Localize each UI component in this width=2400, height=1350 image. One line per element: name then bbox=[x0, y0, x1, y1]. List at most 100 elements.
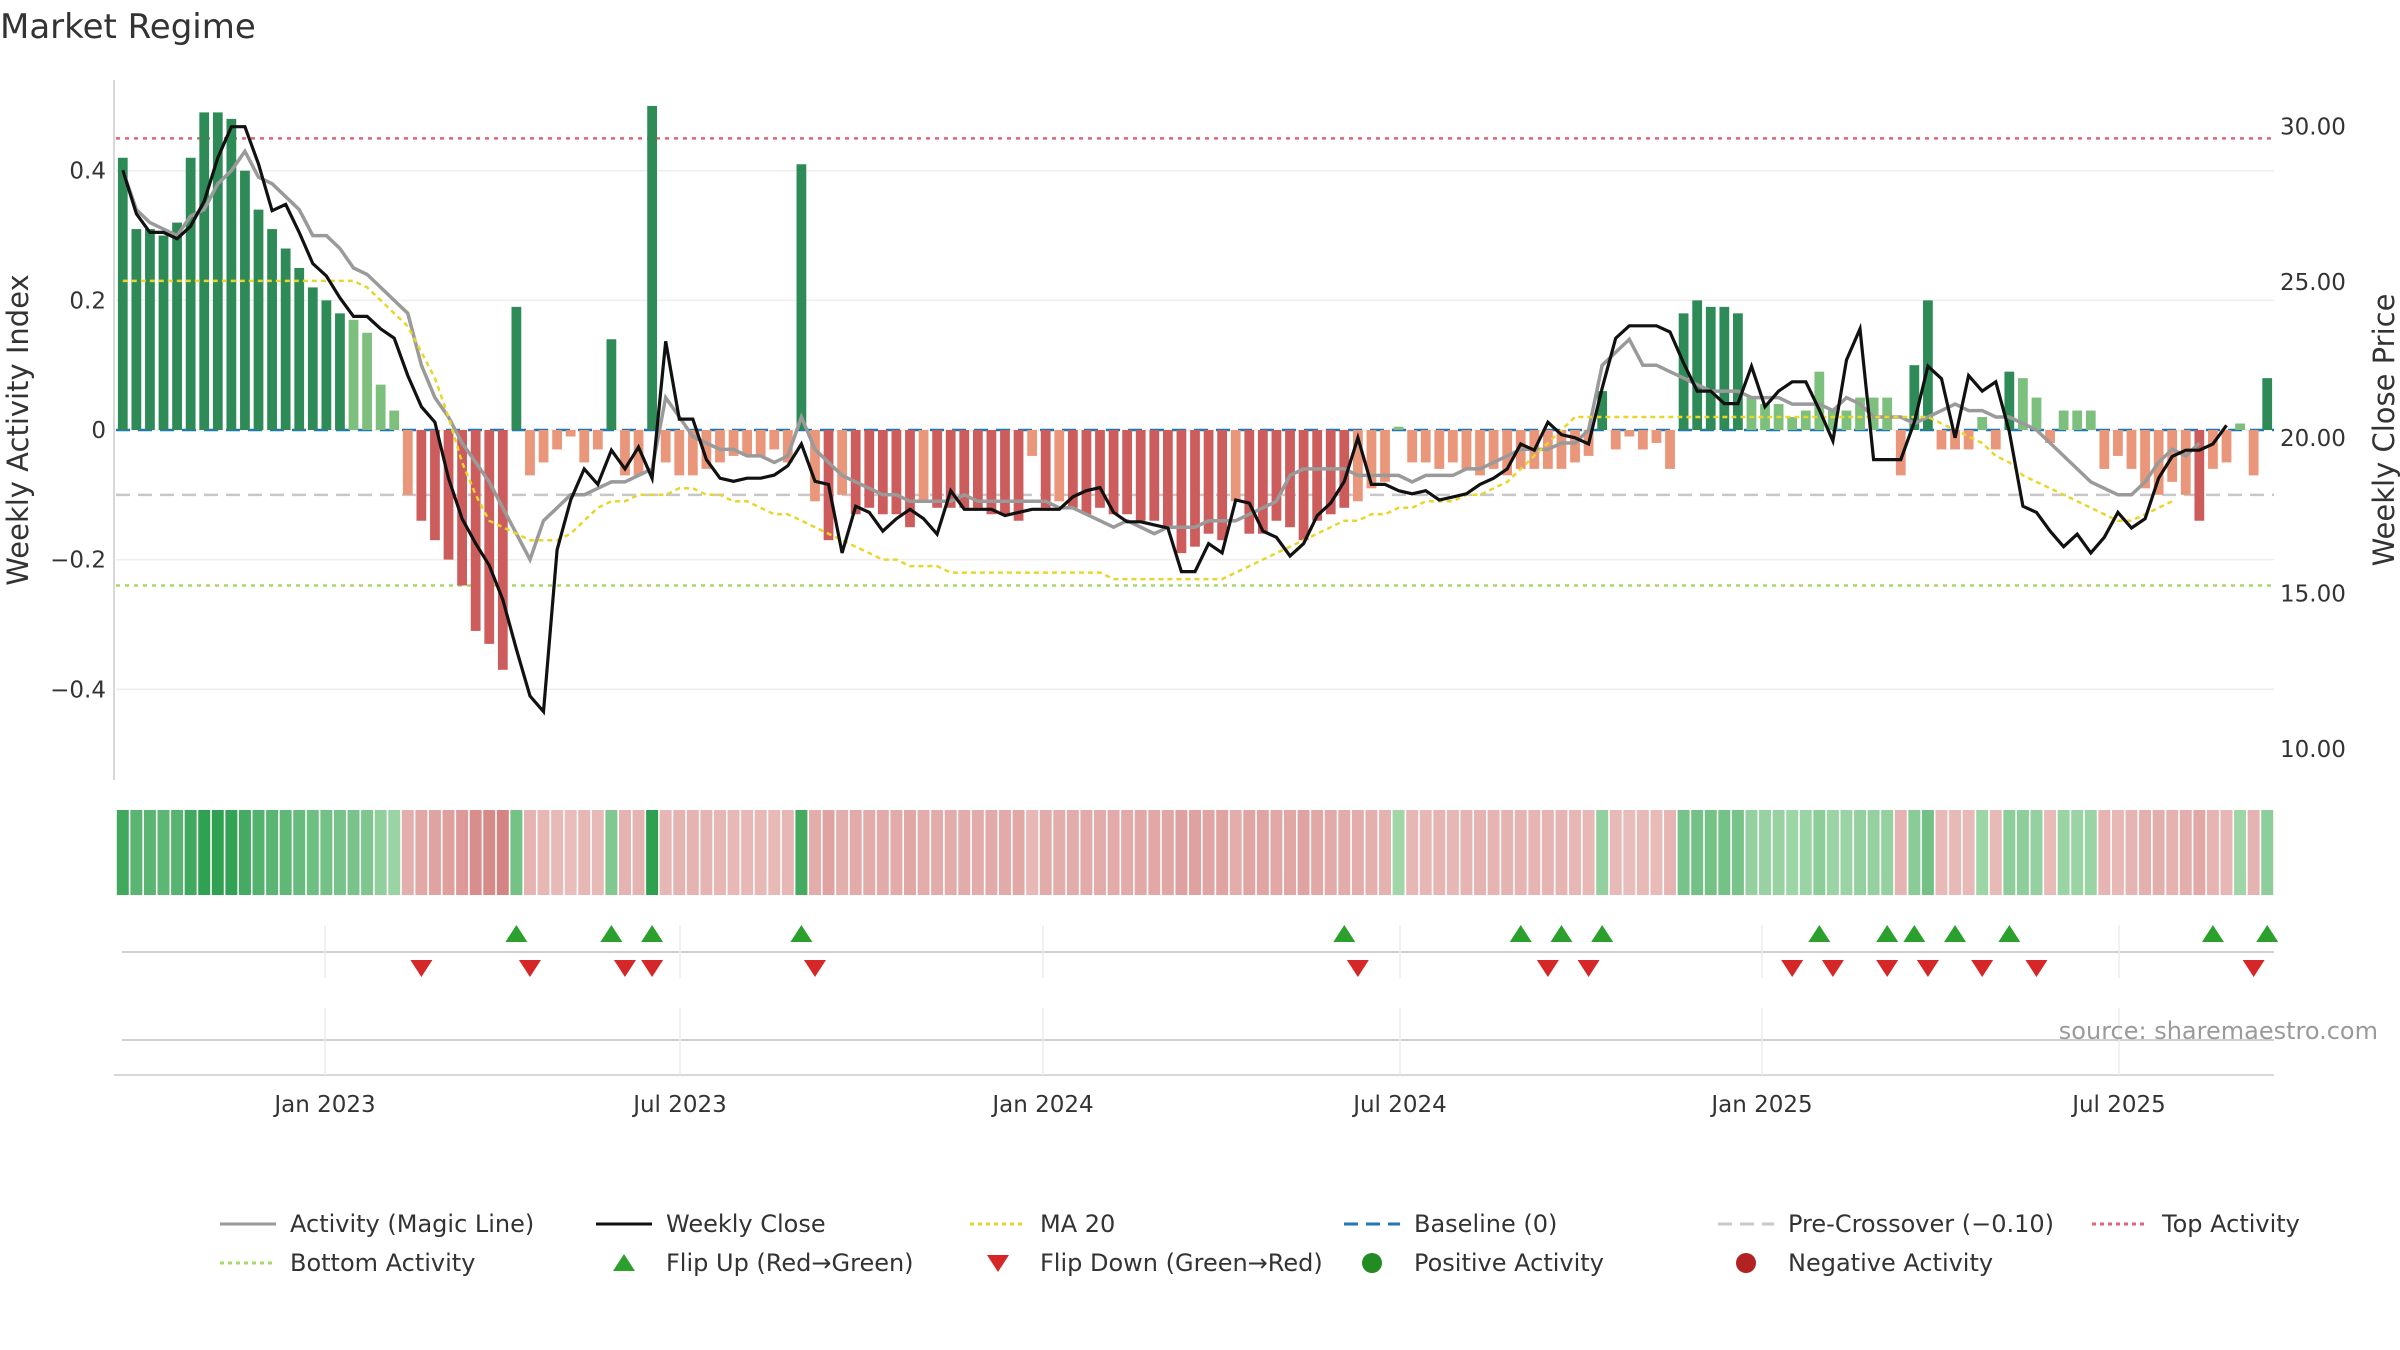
activity-bar bbox=[443, 430, 454, 560]
activity-bar bbox=[891, 430, 902, 515]
activity-bar bbox=[986, 430, 997, 515]
regime-cell bbox=[1623, 810, 1636, 895]
regime-cell bbox=[1609, 810, 1622, 895]
activity-bar bbox=[972, 430, 983, 508]
activity-bar bbox=[1393, 426, 1404, 430]
y2-tick-label: 25.00 bbox=[2280, 270, 2346, 296]
legend: Activity (Magic Line) Weekly Close MA 20 Ba… bbox=[220, 1210, 2300, 1277]
regime-cell bbox=[741, 810, 754, 895]
activity-bar bbox=[1095, 430, 1105, 508]
regime-cell bbox=[1094, 810, 1106, 895]
activity-bar bbox=[674, 430, 685, 476]
regime-cell bbox=[2098, 810, 2111, 895]
activity-bar bbox=[131, 229, 142, 430]
activity-bar bbox=[1461, 430, 1472, 469]
activity-bar bbox=[158, 235, 169, 430]
activity-bar bbox=[715, 430, 725, 463]
series-lines bbox=[121, 125, 2228, 716]
activity-bar bbox=[1570, 430, 1580, 463]
regime-cell bbox=[415, 810, 428, 895]
regime-cell bbox=[1216, 810, 1229, 895]
regime-cell bbox=[1419, 810, 1432, 895]
activity-bar bbox=[2072, 410, 2083, 430]
regime-cell bbox=[1134, 810, 1147, 895]
legend-item: Top Activity bbox=[2092, 1210, 2300, 1238]
regime-cell bbox=[659, 810, 672, 895]
activity-bar bbox=[375, 384, 386, 430]
regime-cell bbox=[116, 810, 129, 895]
activity-bars bbox=[117, 105, 2273, 670]
legend-label: Pre-Crossover (−0.10) bbox=[1788, 1210, 2054, 1238]
activity-bar bbox=[1108, 430, 1119, 515]
regime-cell bbox=[510, 810, 523, 895]
activity-bar bbox=[497, 430, 508, 670]
activity-bar bbox=[1787, 417, 1798, 430]
regime-cell bbox=[2247, 810, 2260, 895]
x-tick-label: Jul 2023 bbox=[631, 1092, 727, 1118]
flip-up-marker bbox=[641, 925, 664, 942]
activity-bar bbox=[470, 430, 481, 631]
x-tick-label: Jul 2025 bbox=[2070, 1092, 2166, 1118]
regime-cell bbox=[1976, 810, 1989, 895]
activity-bar bbox=[1434, 430, 1445, 469]
regime-cell bbox=[1840, 810, 1853, 895]
y2-tick-label: 10.00 bbox=[2280, 737, 2346, 763]
activity-bar bbox=[1230, 430, 1241, 502]
activity-bar bbox=[1597, 391, 1608, 430]
regime-cell bbox=[578, 810, 591, 895]
regime-cell bbox=[2152, 810, 2165, 895]
activity-bar bbox=[1067, 430, 1078, 508]
regime-cell bbox=[1582, 810, 1595, 895]
regime-cell bbox=[238, 810, 251, 895]
activity-bar bbox=[117, 157, 128, 430]
legend-label: Negative Activity bbox=[1788, 1249, 1993, 1277]
activity-bar bbox=[2018, 378, 2028, 430]
activity-bar bbox=[1352, 430, 1363, 502]
flip-up-marker bbox=[2256, 925, 2279, 942]
regime-cell bbox=[1867, 810, 1880, 895]
activity-bar bbox=[1610, 430, 1621, 450]
legend-swatch bbox=[1362, 1253, 1382, 1273]
activity-bar bbox=[402, 430, 413, 495]
activity-bar bbox=[945, 430, 956, 508]
regime-cell bbox=[1731, 810, 1744, 895]
flip-down-marker bbox=[1536, 960, 1559, 977]
regime-cell bbox=[2125, 810, 2138, 895]
activity-bar bbox=[2045, 430, 2055, 443]
regime-cell bbox=[605, 810, 618, 895]
regime-cell bbox=[1569, 810, 1582, 895]
regime-cell bbox=[456, 810, 469, 895]
activity-bar bbox=[280, 248, 291, 430]
activity-bar bbox=[321, 300, 332, 430]
activity-bar bbox=[1176, 430, 1187, 554]
activity-bar bbox=[430, 430, 440, 541]
regime-cell bbox=[1989, 810, 2002, 895]
regime-cell bbox=[1284, 810, 1296, 895]
activity-bar bbox=[185, 157, 196, 430]
activity-bar bbox=[1257, 430, 1268, 534]
activity-bar bbox=[2208, 430, 2218, 469]
regime-cell bbox=[2261, 810, 2274, 895]
activity-bar bbox=[294, 267, 305, 430]
activity-bar bbox=[552, 430, 562, 450]
activity-bar bbox=[565, 430, 576, 437]
regime-cell bbox=[537, 810, 550, 895]
activity-bar bbox=[1624, 430, 1635, 437]
flip-down-marker bbox=[1876, 960, 1899, 977]
activity-bar bbox=[1420, 430, 1431, 463]
activity-bar bbox=[932, 430, 943, 508]
regime-cell bbox=[1311, 810, 1324, 895]
regime-cell bbox=[2206, 810, 2219, 895]
regime-cell bbox=[1107, 810, 1120, 895]
activity-bar bbox=[1475, 430, 1485, 476]
regime-cell bbox=[198, 810, 211, 895]
legend-item: Negative Activity bbox=[1736, 1249, 1993, 1277]
activity-bar bbox=[1027, 430, 1038, 456]
activity-bar bbox=[2140, 430, 2150, 489]
regime-cell bbox=[374, 810, 387, 895]
activity-bar bbox=[1502, 430, 1513, 476]
activity-bar bbox=[199, 112, 210, 430]
activity-bar bbox=[348, 319, 359, 430]
regime-cell bbox=[401, 810, 414, 895]
activity-bar bbox=[511, 306, 522, 430]
